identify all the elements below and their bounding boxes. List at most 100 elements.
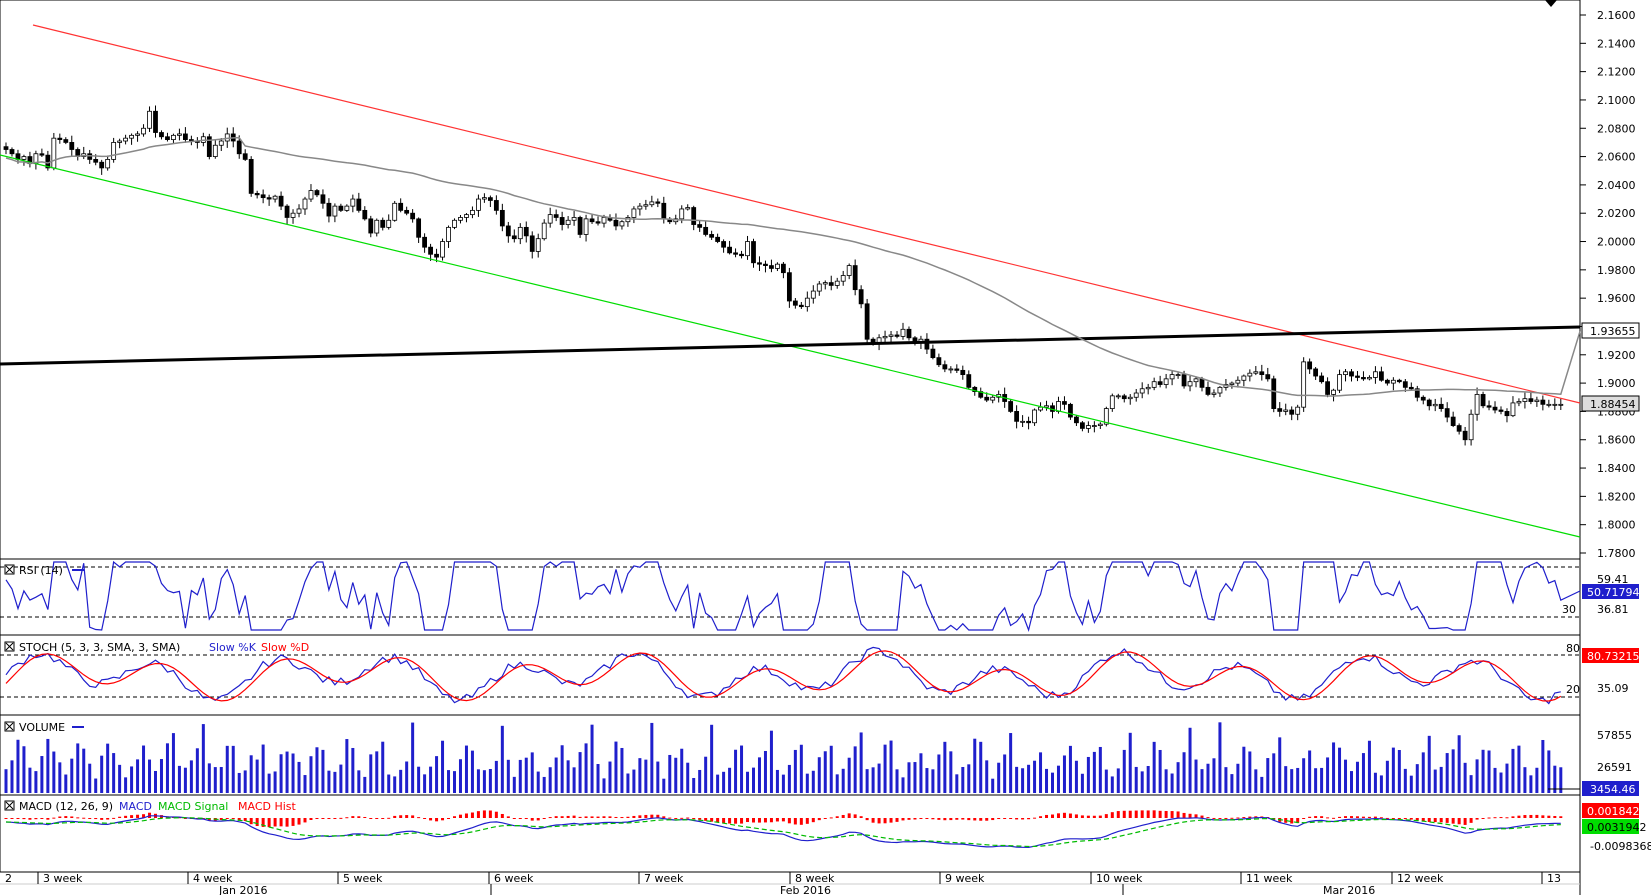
macd-hist-bar: [740, 818, 744, 824]
candle: [1163, 373, 1169, 389]
candle: [39, 148, 45, 158]
macd-hist-bar: [16, 818, 20, 820]
macd-hist-bar: [1547, 815, 1551, 818]
macd-hist-bar: [1457, 818, 1461, 825]
candle: [236, 135, 242, 159]
volume-bar: [1415, 764, 1419, 793]
candle: [1074, 414, 1079, 427]
macd-hist-bar: [1212, 817, 1216, 819]
macd-hist-bar: [1409, 818, 1413, 820]
candle: [398, 198, 404, 213]
candle: [703, 220, 709, 237]
candle: [308, 184, 314, 202]
candle: [1080, 421, 1085, 432]
macd-hist-bar: [1421, 818, 1425, 822]
candle: [1241, 374, 1247, 387]
macd-hist-bar: [267, 818, 271, 828]
candle: [266, 194, 272, 206]
volume-bar: [1475, 759, 1479, 793]
volume-bar: [1529, 775, 1533, 793]
trend-lines: [0, 24, 1581, 538]
candle: [1091, 421, 1097, 433]
volume-bar: [249, 755, 253, 793]
macd-hist-bar: [674, 818, 678, 819]
macd-hist-bar: [542, 818, 546, 819]
candle: [1229, 381, 1235, 389]
candle: [1235, 376, 1241, 388]
volume-bar: [638, 758, 642, 793]
macd-hist-label: MACD Hist: [238, 800, 297, 813]
volume-bar: [273, 771, 277, 793]
price-tick-label: 1.9600: [1597, 292, 1636, 305]
volume-bar: [1535, 767, 1539, 793]
macd-hist-bar: [1338, 816, 1342, 818]
macd-hist-bar: [775, 818, 779, 822]
candle: [757, 256, 762, 271]
macd-hist-bar: [1350, 816, 1353, 818]
macd-hist-bar: [1475, 818, 1479, 820]
volume-bar: [64, 774, 68, 793]
volume-bar: [458, 759, 462, 793]
volume-bar: [746, 771, 750, 793]
rsi-line: [5, 560, 1581, 633]
candle: [1032, 408, 1037, 426]
candle: [117, 138, 123, 149]
candle: [422, 233, 428, 253]
volume-bar: [1445, 753, 1449, 793]
macd-hist-bar: [231, 818, 235, 820]
volume-bar: [1433, 769, 1437, 793]
volume-bar: [464, 745, 468, 793]
candle: [745, 235, 750, 260]
volume-bar: [674, 757, 678, 793]
rsi-current-box: [1582, 584, 1639, 599]
volume-bar: [1074, 760, 1078, 793]
volume-bar: [411, 722, 415, 793]
macd-hist-bar: [883, 818, 887, 824]
macd-hist-bar: [177, 817, 181, 819]
volume-bar: [1188, 727, 1192, 793]
scroll-arrow-icon[interactable]: [1545, 0, 1557, 7]
macd-hist-bar: [1188, 813, 1192, 818]
macd-hist-bar: [1194, 814, 1198, 818]
volume-bar: [447, 770, 451, 793]
volume-bar: [1260, 776, 1264, 793]
stoch-title: STOCH (5, 3, 3, SMA, 3, SMA): [19, 641, 180, 654]
candle: [1169, 370, 1175, 386]
macd-hist-bar: [1403, 818, 1407, 820]
month-label: Mar 2016: [1323, 884, 1375, 895]
macd-hist-bar: [435, 818, 439, 822]
candle: [894, 331, 900, 339]
volume-bar: [1499, 772, 1503, 793]
candle: [858, 285, 864, 309]
macd-hist-bar: [799, 818, 803, 825]
macd-hist-bar: [285, 818, 289, 827]
volume-bar: [1170, 773, 1174, 793]
candle: [153, 105, 158, 138]
macd-hist-bar: [405, 815, 409, 818]
week-label: 11 week: [1246, 872, 1293, 885]
volume-bar: [1128, 732, 1132, 793]
candle: [535, 233, 541, 258]
macd-hist-bar: [829, 817, 833, 819]
volume-bar: [943, 741, 947, 793]
macd-hist-bar: [793, 818, 797, 825]
candle: [643, 199, 649, 210]
macd-hist-current-value: 0.0018429: [1587, 805, 1647, 818]
price-tick-label: 1.9800: [1597, 264, 1636, 277]
candle: [529, 231, 535, 259]
macd-hist-bar: [1158, 810, 1162, 818]
volume-bar: [608, 761, 612, 793]
candle: [786, 267, 792, 308]
price-tick-label: 2.1200: [1597, 66, 1636, 79]
price-tick-label: 1.8200: [1597, 490, 1636, 503]
macd-hist-bar: [1039, 816, 1043, 818]
macd-hist-bar: [1493, 817, 1497, 819]
macd-hist-bar: [1314, 816, 1318, 818]
macd-hist-bar: [1242, 817, 1246, 819]
macd-hist-bar: [907, 818, 911, 820]
candle: [9, 147, 15, 157]
volume-bar: [321, 749, 325, 793]
macd-hist-bar: [548, 817, 552, 819]
volume-bar: [309, 756, 313, 793]
candle: [1414, 385, 1420, 402]
